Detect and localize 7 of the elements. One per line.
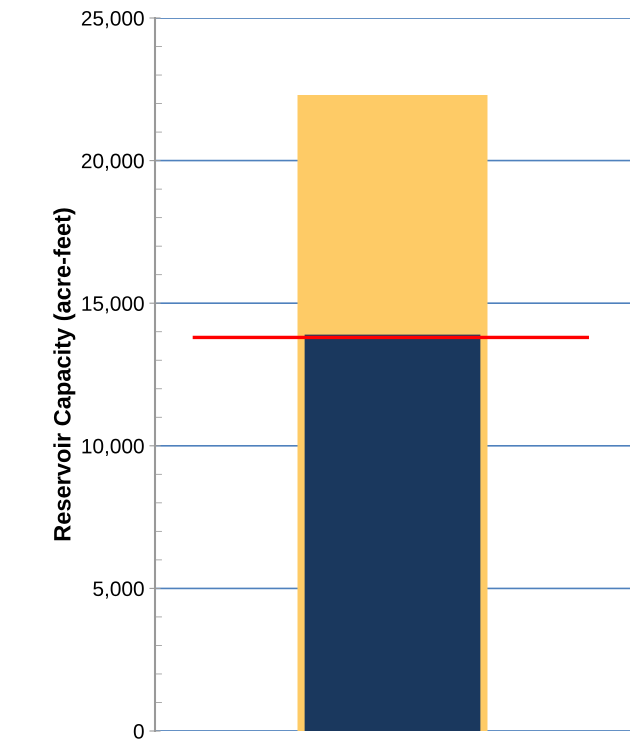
y-tick-label: 10,000	[82, 438, 144, 456]
y-axis-title: Reservoir Capacity (acre-feet)	[53, 208, 76, 540]
y-tick-label: 5,000	[93, 581, 144, 599]
y-tick-label: 0	[134, 724, 144, 739]
y-tick-label: 15,000	[82, 296, 144, 314]
y-tick-label: 25,000	[82, 11, 144, 28]
y-tick-label: 20,000	[82, 154, 144, 171]
